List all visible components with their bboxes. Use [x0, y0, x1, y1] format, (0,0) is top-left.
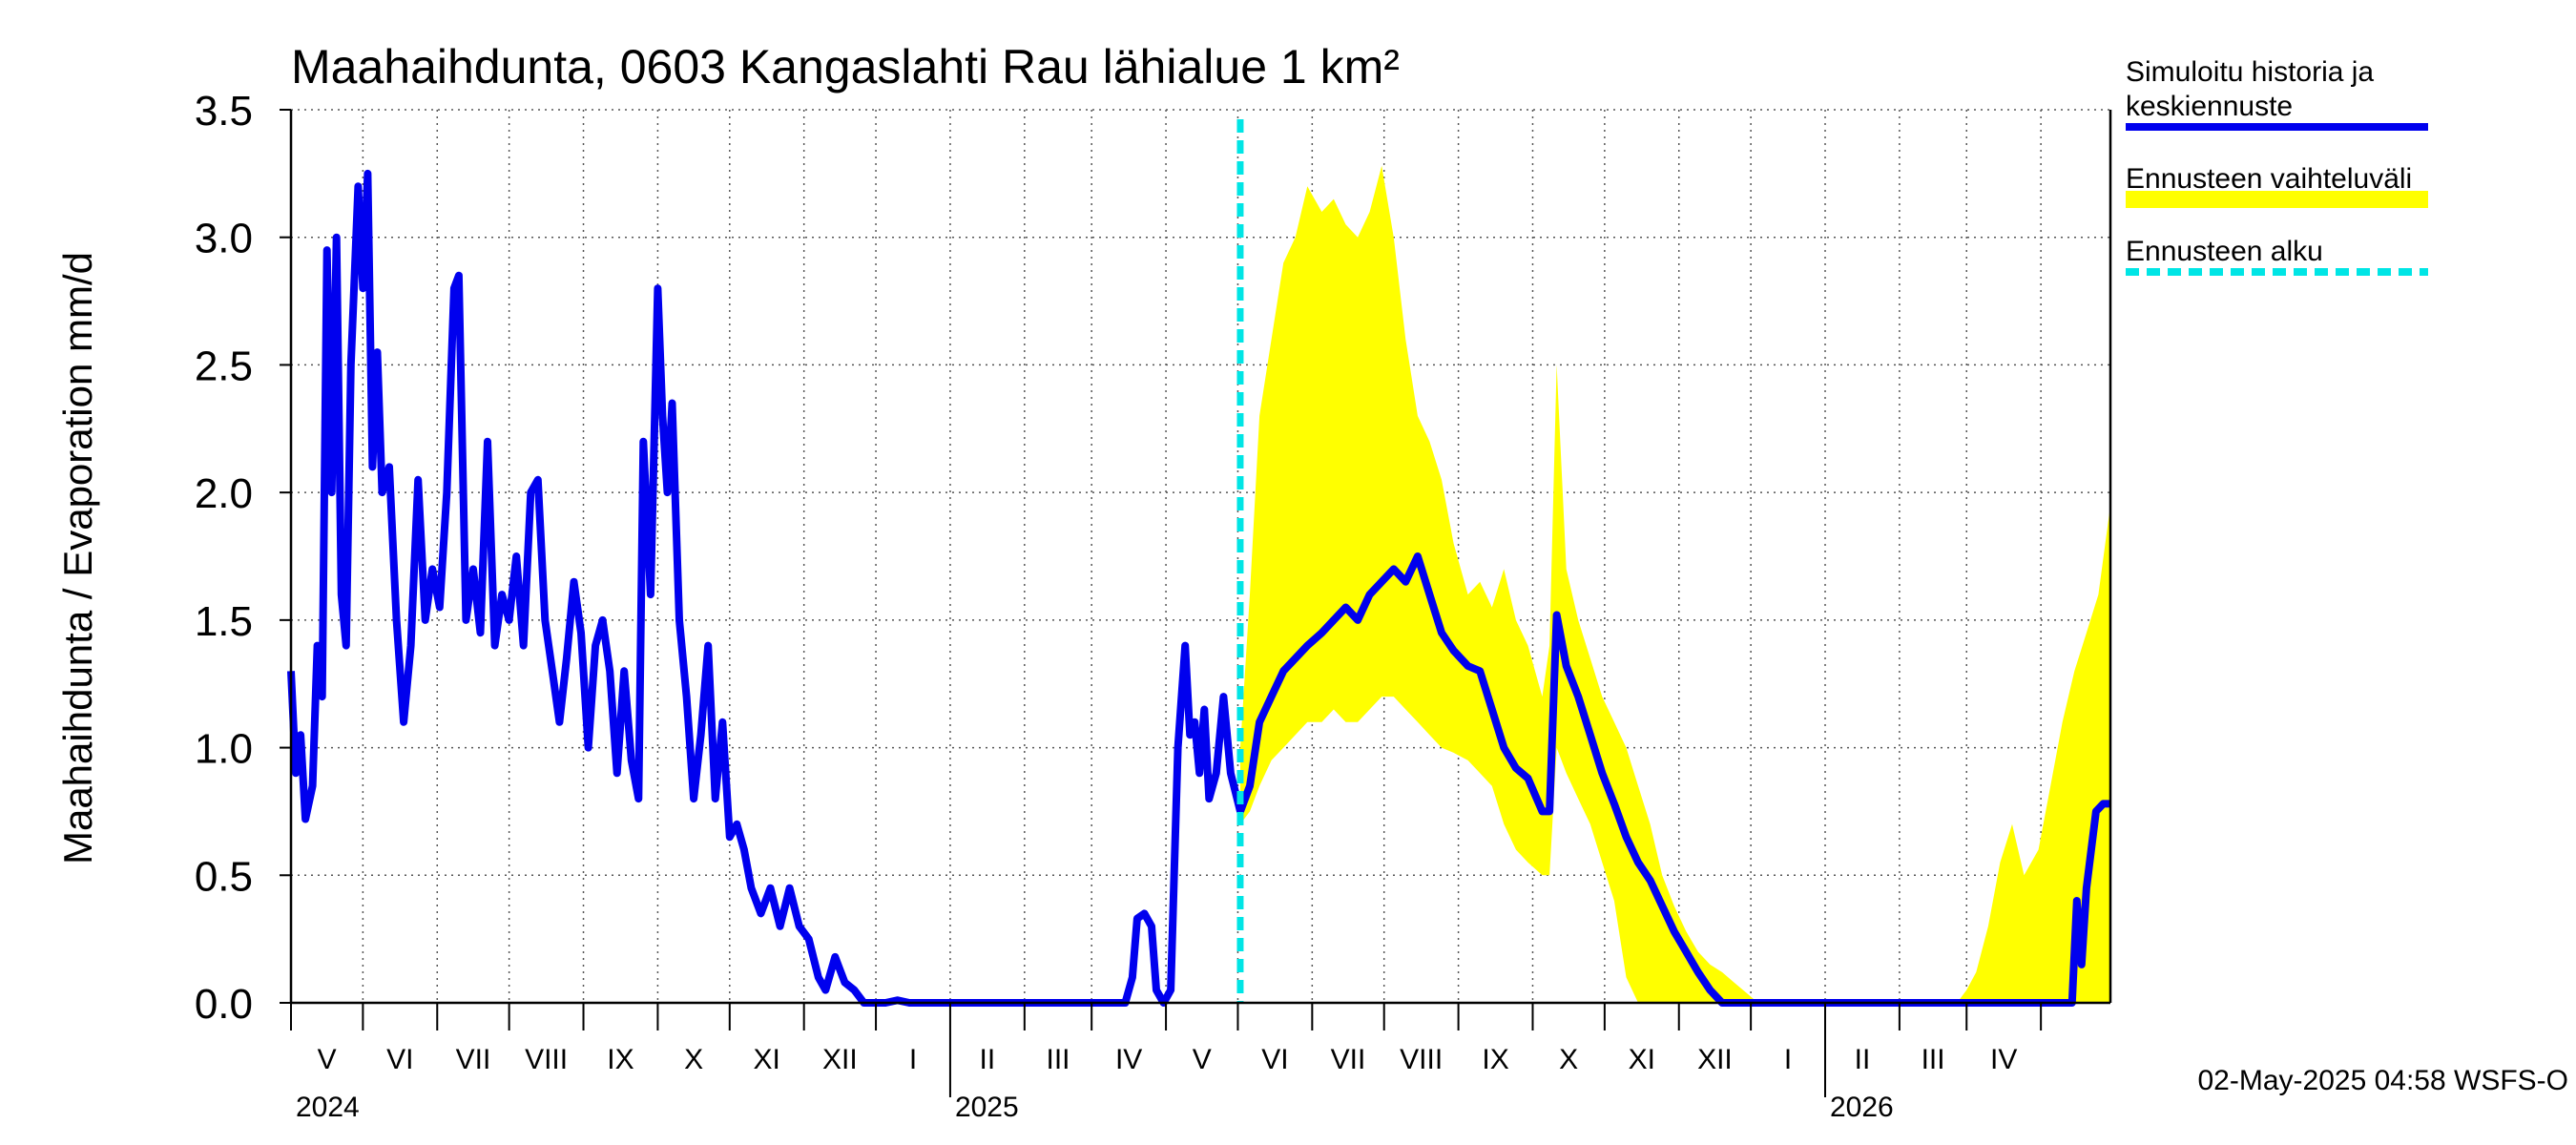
- x-month-label: IX: [1482, 1044, 1508, 1075]
- x-month-label: II: [980, 1044, 996, 1075]
- legend-swatch-band: [2126, 191, 2428, 208]
- x-month-label: VIII: [1400, 1044, 1443, 1075]
- x-month-label: II: [1855, 1044, 1871, 1075]
- x-month-label: IX: [607, 1044, 634, 1075]
- x-month-label: XII: [822, 1044, 858, 1075]
- y-tick-label: 2.5: [195, 343, 253, 389]
- legend-label: keskiennuste: [2126, 91, 2293, 122]
- simulated-series: [287, 169, 2110, 1007]
- x-month-label: V: [318, 1044, 337, 1075]
- forecast-range-area: [1240, 165, 2110, 1004]
- x-month-label: X: [684, 1044, 703, 1075]
- x-month-label: I: [909, 1044, 917, 1075]
- x-month-label: VII: [456, 1044, 491, 1075]
- grid-lines: [291, 109, 2110, 1003]
- x-year-label: 2024: [296, 1092, 360, 1123]
- y-tick-label: 1.5: [195, 598, 253, 645]
- x-year-label: 2026: [1830, 1092, 1894, 1123]
- x-month-label: I: [1784, 1044, 1792, 1075]
- forecast-range-band: [1240, 165, 2110, 1004]
- y-tick-label: 3.5: [195, 88, 253, 135]
- y-tick-label: 0.5: [195, 853, 253, 900]
- y-tick-label: 0.0: [195, 981, 253, 1028]
- x-month-label: IV: [1990, 1044, 2017, 1075]
- x-month-label: III: [1046, 1044, 1070, 1075]
- x-month-label: VIII: [525, 1044, 568, 1075]
- x-month-label: X: [1559, 1044, 1578, 1075]
- chart-title: Maahaihdunta, 0603 Kangaslahti Rau lähia…: [291, 40, 1400, 94]
- legend-label: Ennusteen alku: [2126, 236, 2323, 267]
- series-line-simulated: [287, 169, 2110, 1007]
- x-month-labels: V VI VII VIII IX X XI XII I II III IV V VI VII VIII IX X X…: [296, 1044, 2017, 1123]
- axes: [280, 109, 2112, 1097]
- x-month-label: VI: [1261, 1044, 1288, 1075]
- y-axis-label: Maahaihdunta / Evaporation mm/d: [55, 252, 100, 864]
- x-month-label: IV: [1115, 1044, 1142, 1075]
- y-tick-label: 2.0: [195, 470, 253, 517]
- x-year-label: 2025: [955, 1092, 1019, 1123]
- y-tick-label: 1.0: [195, 726, 253, 773]
- x-month-label: VII: [1331, 1044, 1366, 1075]
- legend-label: Simuloitu historia ja: [2126, 56, 2374, 88]
- legend-label: Ennusteen vaihteluväli: [2126, 163, 2412, 195]
- y-tick-labels: 0.0 0.5 1.0 1.5 2.0 2.5 3.0 3.5: [195, 88, 253, 1028]
- x-month-label: XI: [754, 1044, 780, 1075]
- x-month-label: XI: [1629, 1044, 1655, 1075]
- x-month-label: XII: [1697, 1044, 1733, 1075]
- y-tick-label: 3.0: [195, 216, 253, 262]
- x-month-label: VI: [386, 1044, 413, 1075]
- x-month-label: III: [1922, 1044, 1945, 1075]
- x-month-label: V: [1193, 1044, 1212, 1075]
- footer-timestamp: 02-May-2025 04:58 WSFS-O: [2198, 1065, 2569, 1096]
